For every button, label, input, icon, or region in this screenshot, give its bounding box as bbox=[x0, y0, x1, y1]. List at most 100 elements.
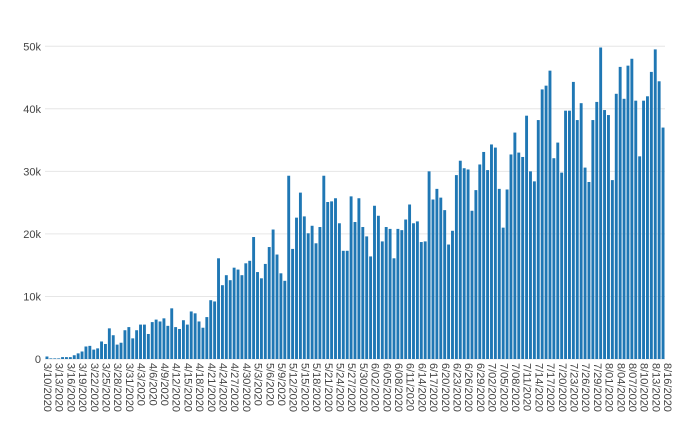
bar bbox=[213, 301, 217, 359]
bar bbox=[552, 158, 556, 359]
bar bbox=[427, 171, 431, 359]
bar bbox=[193, 313, 197, 359]
bar bbox=[68, 357, 72, 359]
bar bbox=[135, 330, 139, 359]
bar bbox=[322, 175, 326, 359]
bar bbox=[275, 254, 279, 359]
bar bbox=[525, 115, 529, 359]
bar bbox=[166, 325, 170, 359]
x-tick-label: 4/27/2020 bbox=[228, 363, 240, 412]
bar bbox=[57, 358, 61, 359]
bar bbox=[501, 227, 505, 359]
bar bbox=[142, 324, 146, 359]
bar bbox=[131, 338, 135, 359]
x-tick-label: 3/22/2020 bbox=[88, 363, 100, 412]
bar bbox=[369, 256, 373, 359]
bar bbox=[571, 81, 575, 360]
bar bbox=[548, 70, 552, 359]
bar bbox=[209, 300, 213, 359]
bar bbox=[361, 227, 365, 359]
bars bbox=[45, 47, 665, 360]
bar bbox=[412, 223, 415, 359]
x-tick-label: 7/23/2020 bbox=[567, 363, 579, 412]
bar bbox=[603, 110, 607, 359]
x-tick-label: 3/10/2020 bbox=[41, 363, 53, 412]
x-tick-label: 5/3/2020 bbox=[252, 363, 264, 406]
bar bbox=[536, 120, 540, 359]
bar bbox=[84, 346, 88, 359]
x-tick-label: 5/21/2020 bbox=[322, 363, 334, 412]
bar bbox=[642, 100, 646, 359]
bar bbox=[45, 356, 49, 359]
bar bbox=[330, 201, 334, 359]
x-tick-label: 5/6/2020 bbox=[263, 363, 275, 406]
bar bbox=[431, 199, 435, 359]
bar bbox=[92, 349, 96, 359]
bar bbox=[119, 342, 123, 359]
bar bbox=[217, 258, 220, 359]
bar bbox=[314, 243, 318, 359]
bar bbox=[599, 47, 603, 359]
bar bbox=[466, 169, 470, 359]
bar bbox=[556, 142, 560, 359]
bar bbox=[318, 227, 322, 359]
x-tick-label: 7/17/2020 bbox=[544, 363, 556, 412]
bar bbox=[568, 110, 571, 359]
bar bbox=[236, 269, 240, 359]
bar bbox=[649, 71, 653, 360]
bar bbox=[154, 319, 158, 359]
bar bbox=[587, 181, 591, 359]
bar bbox=[505, 189, 509, 359]
bar bbox=[462, 168, 466, 359]
y-axis: 0 10k 20k 30k 40k 50k bbox=[23, 41, 41, 366]
bar bbox=[107, 328, 111, 359]
x-tick-label: 5/30/2020 bbox=[357, 363, 369, 412]
bar bbox=[419, 242, 423, 359]
bar bbox=[564, 110, 568, 359]
bar bbox=[80, 351, 84, 359]
bar bbox=[423, 241, 427, 359]
bar bbox=[404, 219, 408, 359]
bar bbox=[271, 229, 275, 359]
x-tick-label: 4/21/2020 bbox=[205, 363, 217, 412]
x-tick-label: 6/14/2020 bbox=[415, 363, 427, 412]
x-tick-label: 7/02/2020 bbox=[486, 363, 498, 412]
x-tick-label: 3/28/2020 bbox=[111, 363, 123, 412]
bar bbox=[365, 236, 369, 359]
bar bbox=[259, 278, 263, 359]
x-tick-label: 8/07/2020 bbox=[626, 363, 638, 412]
y-tick-label: 30k bbox=[23, 166, 41, 178]
bar bbox=[630, 58, 634, 359]
x-tick-label: 5/12/2020 bbox=[287, 363, 299, 412]
bar bbox=[248, 260, 252, 359]
bar bbox=[493, 147, 497, 359]
bar bbox=[454, 175, 458, 359]
bar bbox=[123, 330, 127, 359]
bar bbox=[509, 154, 513, 359]
x-tick-label: 5/24/2020 bbox=[333, 363, 345, 412]
bar bbox=[252, 237, 256, 359]
x-tick-label: 4/9/2020 bbox=[158, 363, 170, 406]
bar bbox=[205, 317, 209, 359]
bar bbox=[497, 188, 501, 359]
bar bbox=[103, 343, 107, 359]
bar bbox=[439, 197, 443, 359]
x-tick-label: 7/05/2020 bbox=[497, 363, 509, 412]
x-tick-label: 3/13/2020 bbox=[53, 363, 65, 412]
y-tick-label: 10k bbox=[23, 291, 41, 303]
bar bbox=[618, 66, 622, 359]
x-tick-label: 5/15/2020 bbox=[298, 363, 310, 412]
x-tick-label: 4/12/2020 bbox=[170, 363, 182, 412]
x-tick-label: 3/16/2020 bbox=[64, 363, 76, 412]
x-tick-label: 4/30/2020 bbox=[240, 363, 252, 412]
bar bbox=[575, 120, 579, 359]
bar bbox=[579, 103, 583, 360]
x-tick-label: 8/13/2020 bbox=[649, 363, 661, 412]
bar bbox=[158, 321, 162, 359]
bar bbox=[287, 175, 291, 359]
bar bbox=[474, 190, 478, 359]
x-tick-label: 4/24/2020 bbox=[217, 363, 229, 412]
x-tick-label: 8/04/2020 bbox=[614, 363, 626, 412]
bar bbox=[583, 167, 587, 359]
